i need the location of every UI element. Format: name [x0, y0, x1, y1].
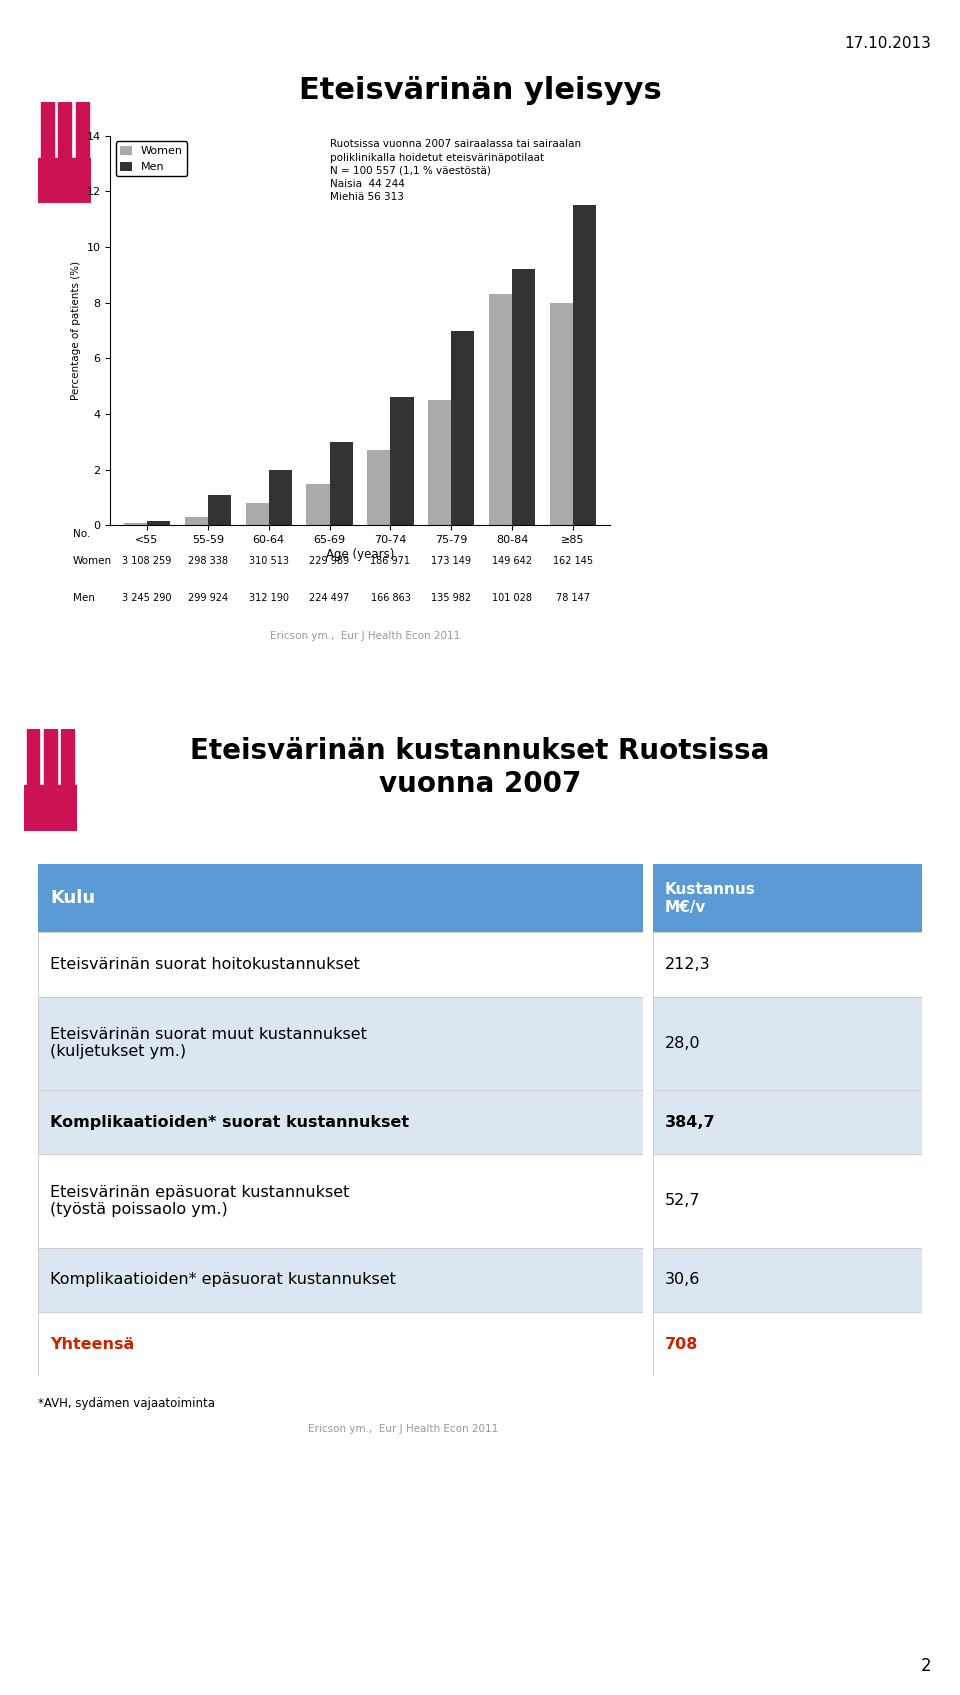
- Text: 101 028: 101 028: [492, 593, 532, 602]
- Text: 3 108 259: 3 108 259: [122, 556, 172, 566]
- Text: Eteisvärinän epäsuorat kustannukset
(työstä poissaolo ym.): Eteisvärinän epäsuorat kustannukset (työ…: [50, 1185, 349, 1217]
- Text: 78 147: 78 147: [556, 593, 590, 602]
- Bar: [147, 522, 170, 525]
- Text: 310 513: 310 513: [249, 556, 289, 566]
- Text: 162 145: 162 145: [553, 556, 593, 566]
- Text: 298 338: 298 338: [188, 556, 228, 566]
- X-axis label: Age (years): Age (years): [325, 547, 395, 561]
- Bar: [24, 785, 77, 831]
- Bar: [38, 158, 91, 203]
- Bar: [489, 295, 513, 525]
- Bar: [59, 102, 71, 158]
- Bar: [428, 400, 451, 525]
- Text: Yhteensä: Yhteensä: [50, 1337, 134, 1351]
- Text: 3 245 290: 3 245 290: [122, 593, 172, 602]
- Text: 28,0: 28,0: [665, 1036, 701, 1051]
- Text: Men: Men: [73, 593, 95, 602]
- Text: 312 190: 312 190: [249, 593, 289, 602]
- Bar: [27, 729, 39, 785]
- Bar: [306, 483, 329, 525]
- Legend: Women, Men: Women, Men: [116, 141, 187, 176]
- Text: 30,6: 30,6: [665, 1273, 701, 1287]
- Bar: [76, 102, 88, 158]
- Text: 52,7: 52,7: [665, 1193, 701, 1209]
- Bar: [124, 522, 147, 525]
- Text: No.: No.: [73, 529, 90, 539]
- Bar: [391, 397, 414, 525]
- Text: Eteisvärinän suorat muut kustannukset
(kuljetukset ym.): Eteisvärinän suorat muut kustannukset (k…: [50, 1027, 367, 1059]
- Text: 186 971: 186 971: [371, 556, 411, 566]
- Bar: [451, 331, 474, 525]
- Text: 166 863: 166 863: [371, 593, 410, 602]
- Y-axis label: Percentage of patients (%): Percentage of patients (%): [71, 261, 81, 400]
- Bar: [269, 470, 292, 525]
- Text: *AVH, sydämen vajaatoiminta: *AVH, sydämen vajaatoiminta: [38, 1397, 215, 1410]
- Text: 173 149: 173 149: [431, 556, 471, 566]
- Text: Eteisvärinän kustannukset Ruotsissa
vuonna 2007: Eteisvärinän kustannukset Ruotsissa vuon…: [190, 737, 770, 798]
- Text: Komplikaatioiden* suorat kustannukset: Komplikaatioiden* suorat kustannukset: [50, 1115, 409, 1129]
- Bar: [207, 495, 231, 525]
- Text: Ericson ym.,  Eur J Health Econ 2011: Ericson ym., Eur J Health Econ 2011: [270, 631, 460, 641]
- Text: 135 982: 135 982: [431, 593, 471, 602]
- Bar: [329, 442, 352, 525]
- Text: Ericson ym.,  Eur J Health Econ 2011: Ericson ym., Eur J Health Econ 2011: [308, 1424, 498, 1434]
- Bar: [61, 729, 74, 785]
- Text: 384,7: 384,7: [665, 1115, 716, 1129]
- Text: 299 924: 299 924: [188, 593, 228, 602]
- Text: Women: Women: [73, 556, 112, 566]
- Text: Eteisvärinän suorat hoitokustannukset: Eteisvärinän suorat hoitokustannukset: [50, 958, 360, 971]
- Bar: [184, 517, 207, 525]
- Bar: [246, 503, 269, 525]
- Text: 224 497: 224 497: [309, 593, 349, 602]
- Bar: [573, 205, 596, 525]
- Text: 708: 708: [665, 1337, 699, 1351]
- Text: 229 989: 229 989: [309, 556, 349, 566]
- Text: Kustannus
M€/v: Kustannus M€/v: [665, 881, 756, 915]
- Bar: [368, 451, 391, 525]
- Text: 17.10.2013: 17.10.2013: [845, 36, 931, 51]
- Text: Kulu: Kulu: [50, 890, 95, 907]
- Text: 149 642: 149 642: [492, 556, 532, 566]
- Bar: [44, 729, 57, 785]
- Text: Ruotsissa vuonna 2007 sairaalassa tai sairaalan
poliklinikalla hoidetut eteisvär: Ruotsissa vuonna 2007 sairaalassa tai sa…: [330, 139, 581, 202]
- Bar: [550, 303, 573, 525]
- Text: Komplikaatioiden* epäsuorat kustannukset: Komplikaatioiden* epäsuorat kustannukset: [50, 1273, 396, 1287]
- Bar: [513, 270, 536, 525]
- Text: Eteisvärinän yleisyys: Eteisvärinän yleisyys: [299, 76, 661, 105]
- Text: 212,3: 212,3: [665, 958, 710, 971]
- Text: 2: 2: [921, 1656, 931, 1675]
- Bar: [41, 102, 54, 158]
